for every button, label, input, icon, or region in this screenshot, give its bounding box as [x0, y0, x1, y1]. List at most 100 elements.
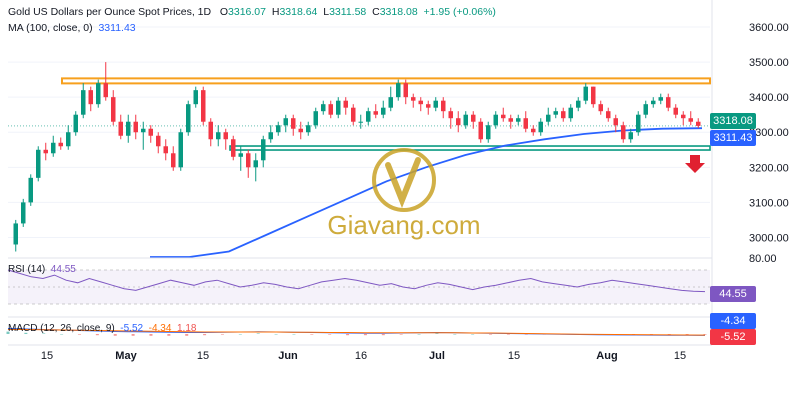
- macd-histogram-bar: [453, 334, 457, 335]
- candle-body: [621, 125, 626, 140]
- price-tick-label: 3600.00: [749, 22, 789, 34]
- candle-body: [73, 114, 78, 133]
- candle-body: [306, 125, 311, 133]
- candle-body: [381, 107, 386, 115]
- macd-histogram-bar: [489, 334, 493, 335]
- rsi-header: RSI (14) 44.55: [8, 264, 76, 275]
- candle-body: [58, 142, 63, 147]
- time-tick-label: Jun: [278, 350, 298, 362]
- candle-body: [666, 97, 671, 108]
- rsi-line: [7, 269, 706, 293]
- rsi-value: 44.55: [50, 264, 76, 275]
- macd-histogram-bar: [95, 334, 99, 336]
- candle-body: [276, 125, 281, 133]
- candle-body: [441, 100, 446, 112]
- gridlines: [8, 26, 710, 238]
- candle-body: [681, 114, 686, 119]
- macd-histogram-bar: [256, 333, 260, 334]
- macd-histogram-bar: [220, 334, 224, 335]
- macd-histogram-bar: [310, 334, 314, 335]
- candle-body: [613, 118, 618, 126]
- time-tick-label: May: [115, 350, 137, 362]
- macd-value-3: 1.18: [177, 323, 197, 334]
- price-tick-label: 3000.00: [749, 232, 789, 244]
- candle-body: [538, 121, 543, 133]
- candle-body: [336, 100, 341, 115]
- candle-body: [246, 153, 251, 168]
- candle-body: [253, 160, 258, 168]
- candle-body: [658, 97, 663, 101]
- candle-body: [163, 146, 168, 154]
- macd-histogram-bar: [435, 333, 439, 334]
- macd-signal-tag: -4.34: [710, 313, 756, 329]
- candle-body: [81, 90, 86, 115]
- rsi-panel: [7, 269, 710, 305]
- macd-histogram-bar: [328, 334, 332, 335]
- candle-body: [28, 177, 33, 203]
- candle-body: [238, 153, 243, 157]
- candle-body: [411, 97, 416, 101]
- candle-body: [21, 202, 26, 224]
- candle-body: [96, 83, 101, 105]
- candle-body: [358, 121, 363, 123]
- candle-body: [696, 121, 701, 126]
- candle-body: [508, 118, 513, 122]
- macd-histogram-bar: [24, 332, 28, 334]
- candle-body: [268, 132, 273, 140]
- support-resistance-levels: [61, 77, 711, 173]
- macd-histogram-bar: [417, 334, 421, 335]
- chart-header: Gold US Dollars per Ounce Spot Prices, 1…: [8, 6, 496, 18]
- candle-body: [186, 104, 191, 133]
- candle-body: [643, 104, 648, 115]
- macd-histogram-bar: [42, 333, 46, 334]
- macd-histogram-bar: [6, 331, 10, 334]
- candle-body: [118, 121, 123, 136]
- candle-body: [208, 121, 213, 140]
- candle-body: [493, 114, 498, 126]
- logo-mark-icon: [385, 157, 421, 209]
- candle-body: [553, 111, 558, 115]
- candle-body: [561, 111, 566, 119]
- candle-body: [13, 223, 18, 245]
- macd-histogram-bar: [363, 334, 367, 336]
- macd-histogram-bar: [274, 334, 278, 335]
- candle-body: [403, 83, 408, 98]
- change-value: +1.95 (+0.06%): [423, 6, 496, 18]
- candle-body: [516, 118, 521, 122]
- candle-body: [448, 111, 453, 119]
- watermark-text: Giavang.com: [327, 210, 480, 240]
- candle-body: [216, 132, 221, 140]
- candle-body: [133, 121, 138, 133]
- time-tick-label: 15: [197, 350, 209, 362]
- candle-body: [126, 121, 131, 136]
- macd-histogram-bar: [167, 334, 171, 336]
- candle-body: [148, 128, 153, 136]
- candle-body: [628, 132, 633, 140]
- macd-histogram-bar: [381, 334, 385, 336]
- candle-body: [178, 132, 183, 168]
- candlesticks: [13, 62, 701, 252]
- candle-body: [261, 139, 266, 161]
- open-value: 3316.07: [228, 6, 266, 18]
- candle-body: [156, 135, 161, 147]
- candle-body: [673, 107, 678, 115]
- signal-line: [8, 329, 706, 336]
- candle-body: [283, 118, 288, 126]
- candle-body: [193, 90, 198, 105]
- time-tick-label: Aug: [596, 350, 617, 362]
- macd-histogram-bar: [506, 334, 510, 335]
- candle-body: [321, 104, 326, 112]
- time-tick-label: 15: [41, 350, 53, 362]
- time-tick-label: 16: [355, 350, 367, 362]
- candle-body: [373, 111, 378, 115]
- ma-label: MA (100, close, 0): [8, 22, 93, 34]
- candle-body: [501, 114, 506, 119]
- candle-body: [298, 128, 303, 133]
- candle-body: [531, 128, 536, 133]
- candle-body: [388, 97, 393, 108]
- macd-label: MACD (12, 26, close, 9): [8, 323, 115, 334]
- candle-body: [478, 121, 483, 140]
- resistance-band: [61, 77, 711, 85]
- macd-header: MACD (12, 26, close, 9) -5.52 -4.34 1.18: [8, 323, 196, 334]
